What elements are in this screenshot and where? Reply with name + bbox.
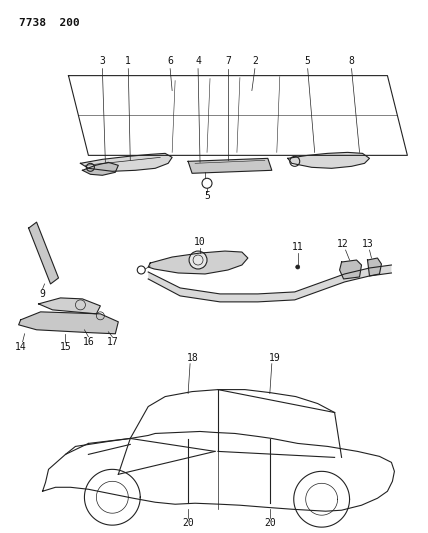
Text: 14: 14 (15, 342, 27, 352)
Text: 9: 9 (40, 289, 45, 299)
Polygon shape (80, 154, 172, 171)
Polygon shape (19, 312, 118, 334)
Text: 17: 17 (107, 337, 118, 347)
Text: 15: 15 (59, 342, 71, 352)
Text: 5: 5 (305, 55, 311, 66)
Polygon shape (148, 265, 392, 302)
Text: 12: 12 (337, 239, 348, 249)
Circle shape (296, 265, 300, 269)
Text: 18: 18 (187, 353, 199, 362)
Text: 3: 3 (99, 55, 105, 66)
Polygon shape (288, 152, 369, 168)
Text: 2: 2 (252, 55, 258, 66)
Text: 7: 7 (225, 55, 231, 66)
Text: 11: 11 (292, 242, 303, 252)
Text: 5: 5 (204, 191, 210, 201)
Text: 6: 6 (167, 55, 173, 66)
Polygon shape (29, 222, 59, 284)
Polygon shape (188, 158, 272, 173)
Polygon shape (148, 251, 248, 274)
Text: 20: 20 (264, 518, 276, 528)
Polygon shape (39, 298, 101, 314)
Text: 20: 20 (182, 518, 194, 528)
Circle shape (189, 251, 207, 269)
Text: 19: 19 (269, 353, 281, 362)
Text: 7738  200: 7738 200 (19, 18, 79, 28)
Polygon shape (83, 163, 118, 175)
Polygon shape (368, 258, 381, 276)
Text: 10: 10 (194, 237, 206, 247)
Text: 16: 16 (83, 337, 94, 347)
Text: 13: 13 (362, 239, 373, 249)
Text: 8: 8 (349, 55, 354, 66)
Text: 1: 1 (125, 55, 131, 66)
Polygon shape (339, 260, 362, 279)
Text: 4: 4 (195, 55, 201, 66)
